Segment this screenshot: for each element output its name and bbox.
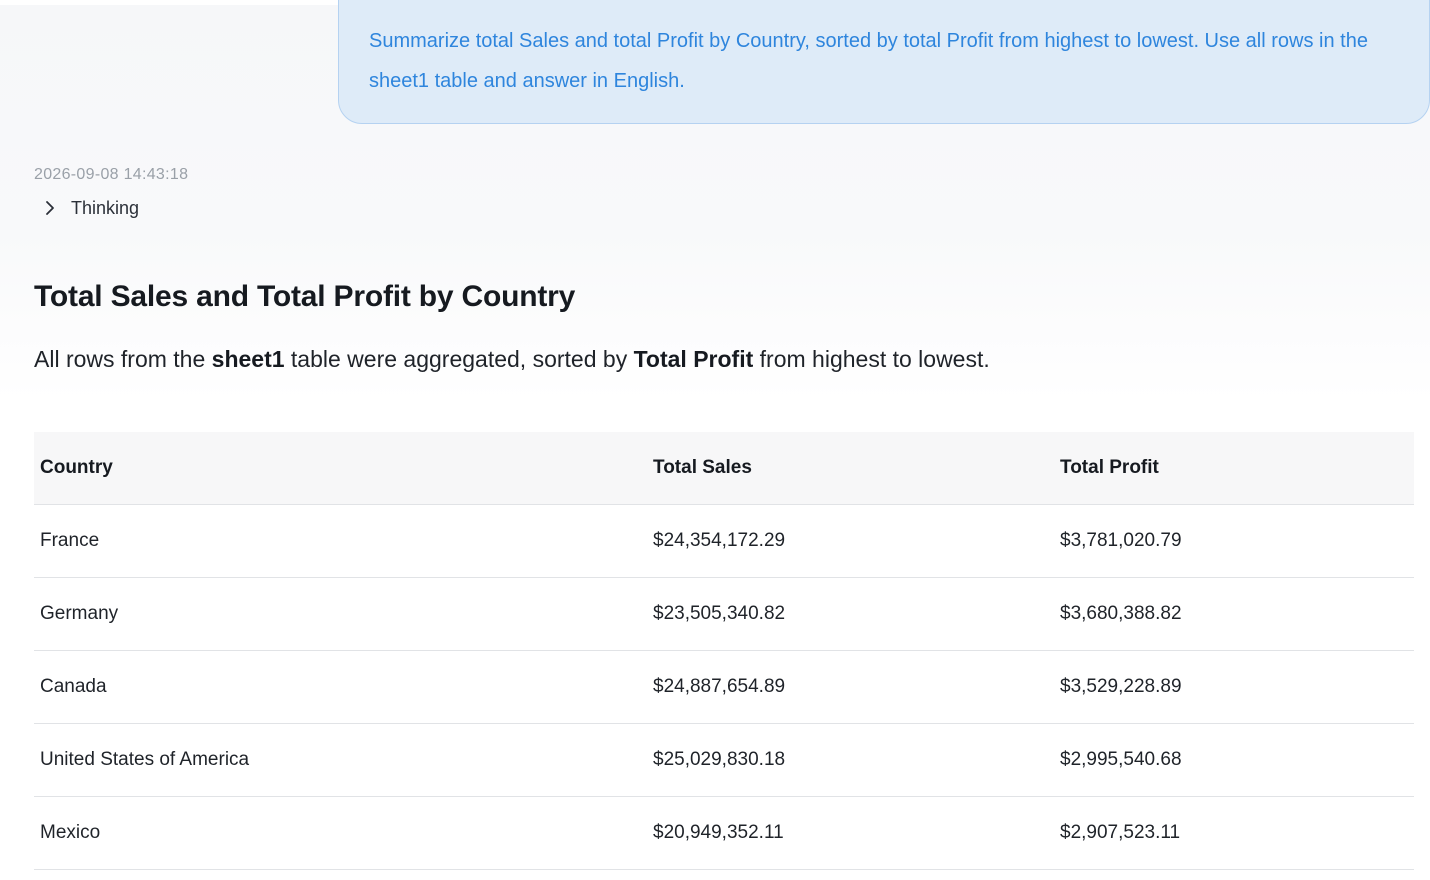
thinking-label: Thinking	[71, 197, 140, 218]
summary-text-2: table were aggregated, sorted by	[284, 346, 634, 372]
answer-summary: All rows from the sheet1 table were aggr…	[34, 346, 990, 373]
table-header-row: Country Total Sales Total Profit	[34, 432, 1414, 505]
result-table: Country Total Sales Total Profit France …	[34, 432, 1414, 870]
cell-total-profit: $3,781,020.79	[1054, 504, 1414, 578]
cell-total-sales: $24,887,654.89	[647, 650, 1054, 724]
user-message-bubble: Summarize total Sales and total Profit b…	[338, 0, 1430, 124]
table-row: France $24,354,172.29 $3,781,020.79	[34, 504, 1414, 578]
cell-total-sales: $25,029,830.18	[647, 723, 1054, 797]
summary-text-1: All rows from the	[34, 346, 212, 372]
cell-country: Canada	[34, 650, 647, 724]
column-header-total-sales: Total Sales	[647, 432, 1054, 505]
table-row: Mexico $20,949,352.11 $2,907,523.11	[34, 796, 1414, 870]
cell-total-sales: $23,505,340.82	[647, 577, 1054, 651]
table-row: Germany $23,505,340.82 $3,680,388.82	[34, 577, 1414, 651]
column-header-total-profit: Total Profit	[1054, 432, 1414, 505]
cell-total-profit: $3,680,388.82	[1054, 577, 1414, 651]
user-message-text: Summarize total Sales and total Profit b…	[369, 30, 1368, 92]
cell-total-profit: $2,907,523.11	[1054, 796, 1414, 870]
chevron-right-icon	[40, 198, 60, 218]
summary-text-3: from highest to lowest.	[753, 346, 990, 372]
cell-total-sales: $20,949,352.11	[647, 796, 1054, 870]
cell-total-profit: $3,529,228.89	[1054, 650, 1414, 724]
table-row: United States of America $25,029,830.18 …	[34, 723, 1414, 797]
thinking-toggle[interactable]: Thinking	[40, 195, 139, 221]
summary-table-name: sheet1	[211, 346, 285, 372]
table-row: Canada $24,887,654.89 $3,529,228.89	[34, 650, 1414, 724]
cell-country: Germany	[34, 577, 647, 651]
message-timestamp: 2026-09-08 14:43:18	[34, 166, 189, 183]
summary-sort-field: Total Profit	[633, 346, 754, 372]
cell-total-profit: $2,995,540.68	[1054, 723, 1414, 797]
cell-total-sales: $24,354,172.29	[647, 504, 1054, 578]
answer-title: Total Sales and Total Profit by Country	[34, 280, 576, 313]
cell-country: France	[34, 504, 647, 578]
column-header-country: Country	[34, 432, 647, 505]
cell-country: Mexico	[34, 796, 647, 870]
cell-country: United States of America	[34, 723, 647, 797]
